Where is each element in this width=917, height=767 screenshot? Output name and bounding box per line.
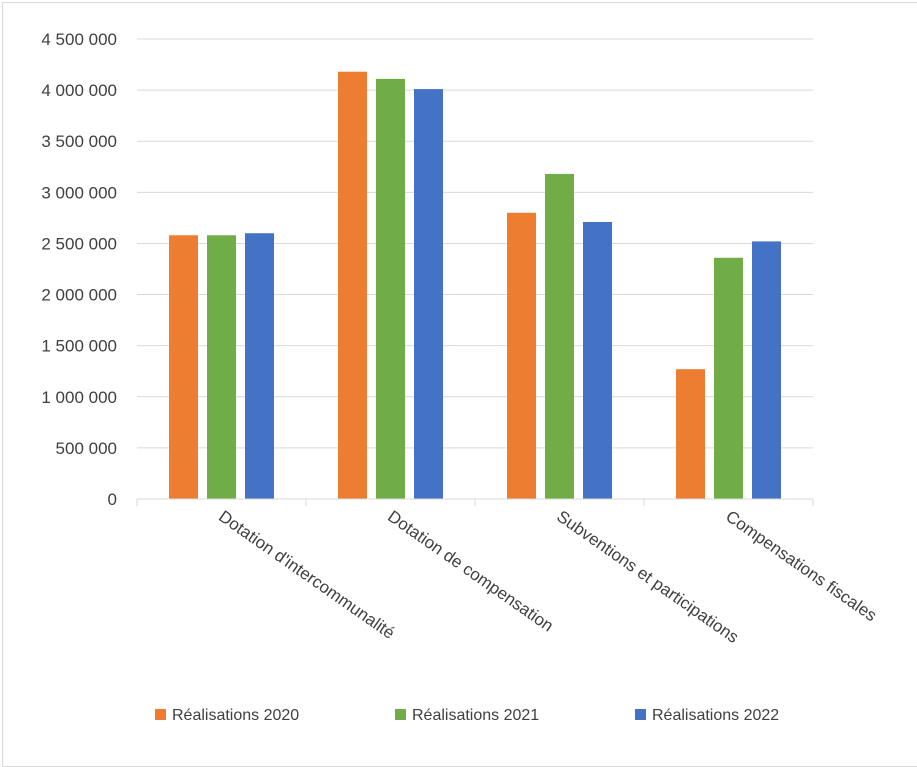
axes <box>136 498 814 506</box>
bar-3-1 <box>245 233 274 499</box>
y-tick-label: 2 000 000 <box>41 286 117 305</box>
x-category-label: Dotation de compensation <box>384 507 557 636</box>
bar-2-2 <box>376 78 405 499</box>
bar-2-1 <box>207 235 236 499</box>
y-tick-label: 1 000 000 <box>41 388 117 407</box>
bar-1-4 <box>676 369 705 499</box>
y-tick-label: 2 500 000 <box>41 234 117 253</box>
y-tick-label: 0 <box>108 490 117 509</box>
y-tick-label: 3 500 000 <box>41 132 117 151</box>
bar-1-1 <box>169 235 198 499</box>
y-tick-label: 500 000 <box>56 439 117 458</box>
y-tick-label: 4 500 000 <box>41 30 117 49</box>
y-tick-label: 1 500 000 <box>41 337 117 356</box>
legend-swatch <box>635 709 646 720</box>
bar-3-3 <box>583 221 612 499</box>
bar-2-3 <box>545 173 574 499</box>
bar-3-4 <box>752 241 781 499</box>
bar-2-4 <box>714 257 743 499</box>
legend-swatch <box>395 709 406 720</box>
legend-label: Réalisations 2022 <box>652 707 779 724</box>
y-tick-label: 4 000 000 <box>41 81 117 100</box>
x-category-label: Dotation d'intercommunalité <box>215 507 398 643</box>
x-category-label: Subventions et participations <box>553 507 742 647</box>
y-axis-ticks: 0 500 000 1 000 000 1 500 000 2 000 000 2 500… <box>41 30 117 509</box>
legend-swatch <box>155 709 166 720</box>
bar-1-2 <box>338 71 367 499</box>
bar-3-2 <box>414 89 443 499</box>
x-category-label: Compensations fiscales <box>722 507 880 626</box>
legend: Réalisations 2020 Réalisations 2021 Réalis… <box>155 707 779 724</box>
bar-1-3 <box>507 212 536 499</box>
legend-label: Réalisations 2020 <box>172 707 299 724</box>
legend-label: Réalisations 2021 <box>412 707 539 724</box>
y-tick-label: 3 000 000 <box>41 183 117 202</box>
bars <box>169 71 781 499</box>
gridlines <box>137 38 813 449</box>
